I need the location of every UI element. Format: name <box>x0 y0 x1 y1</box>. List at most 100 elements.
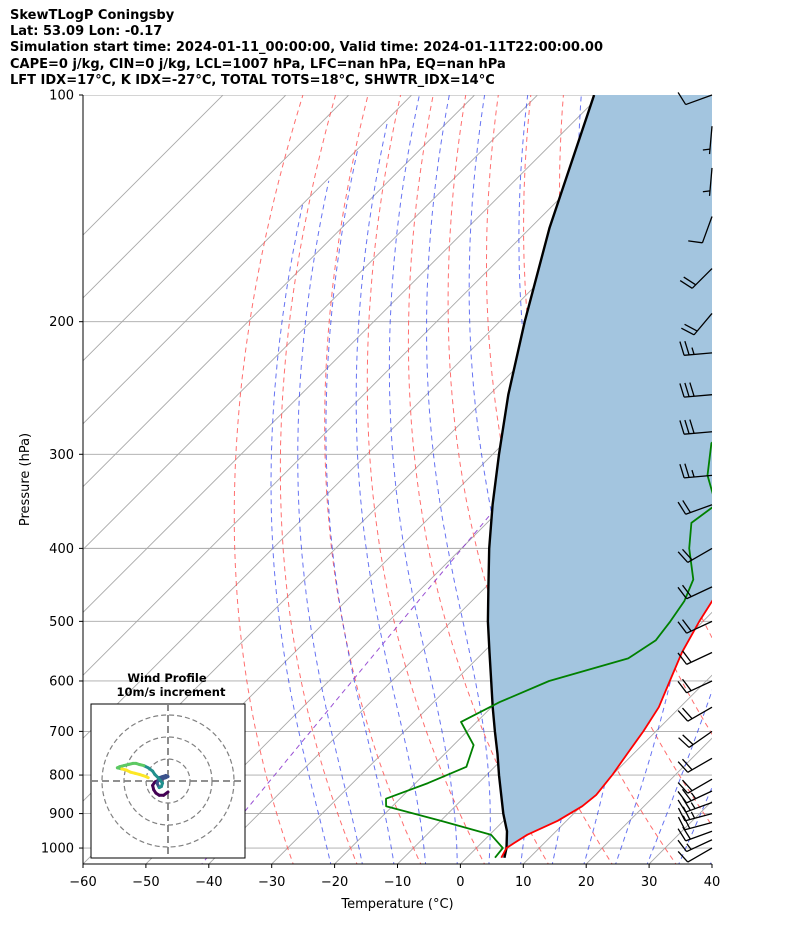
y-tick-label: 900 <box>49 807 74 822</box>
dry-adiabat <box>523 95 712 827</box>
barb-flag <box>679 420 685 435</box>
wind-barb <box>679 340 713 356</box>
wind-barb <box>679 268 713 289</box>
x-tick-label: 20 <box>578 875 595 890</box>
cape-cin-shading <box>487 95 712 858</box>
barb-flag <box>684 419 690 434</box>
barb-flag <box>682 619 692 632</box>
x-tick-label: 40 <box>704 875 721 890</box>
wind-barb <box>677 500 713 515</box>
moist-adiabat <box>709 859 712 864</box>
barb-half-flag <box>690 792 697 800</box>
wind-barb <box>679 382 713 398</box>
isotherm-gridline <box>83 95 350 362</box>
barb-staff <box>687 847 713 863</box>
barb-flag <box>677 828 687 842</box>
barb-flag <box>677 586 688 600</box>
y-tick-label: 200 <box>49 315 74 330</box>
wind-barb <box>677 678 713 694</box>
dry-adiabat <box>725 78 794 867</box>
barb-half-flag <box>691 347 695 355</box>
isotherm-gridline <box>83 95 539 551</box>
barb-flag <box>679 383 685 398</box>
wind-barb <box>681 312 713 336</box>
stability-indices-label: CAPE=0 j/kg, CIN=0 j/kg, LCL=1007 hPa, L… <box>10 56 506 72</box>
barb-flag <box>682 678 692 692</box>
barb-flag <box>677 839 688 852</box>
wind-barb <box>677 584 713 600</box>
isotherm-gridline <box>83 95 224 236</box>
barb-flag <box>682 788 692 802</box>
moist-adiabat <box>355 120 427 864</box>
wind-barb <box>677 619 713 634</box>
barb-staff <box>701 216 713 244</box>
barb-staff <box>685 801 713 813</box>
wind-barb <box>702 167 713 196</box>
y-tick-label: 700 <box>49 725 74 740</box>
barb-flag <box>682 500 691 513</box>
moist-adiabat <box>426 95 491 864</box>
dry-adiabat <box>407 95 549 864</box>
x-tick-label: 0 <box>456 875 464 890</box>
x-tick-label: −30 <box>258 875 285 890</box>
profile-lines <box>385 95 712 859</box>
barb-flag <box>689 382 695 397</box>
barb-flag <box>679 463 685 479</box>
barb-flag <box>684 382 690 397</box>
wind-barb <box>677 757 713 773</box>
barb-flag <box>677 501 687 515</box>
wind-barb <box>677 778 713 794</box>
y-tick-label: 800 <box>49 769 74 784</box>
barb-flag <box>677 621 688 634</box>
wind-barb <box>677 92 713 106</box>
location-label: Lat: 53.09 Lon: -0.17 <box>10 24 163 40</box>
x-axis-label: Temperature (°C) <box>340 897 453 912</box>
hodograph-plot <box>91 704 245 858</box>
barb-flag <box>681 327 695 336</box>
isotherm-gridline <box>83 95 413 425</box>
isotherm-gridline <box>711 863 712 864</box>
wind-barb <box>677 788 713 804</box>
moist-adiabat <box>678 786 712 864</box>
barb-staff <box>685 94 713 106</box>
x-tick-label: −60 <box>69 875 96 890</box>
parcel-path-line <box>486 95 596 858</box>
barb-flag <box>677 850 689 863</box>
wind-barb <box>677 839 713 853</box>
chart-title: SkewTLogP Coningsby <box>10 8 175 23</box>
y-tick-label: 500 <box>49 615 74 630</box>
time-label: Simulation start time: 2024-01-11_00:00:… <box>10 40 603 56</box>
isotherm-gridline <box>333 485 712 864</box>
barb-flag <box>682 650 692 663</box>
barb-flag <box>683 276 697 286</box>
barb-flag <box>679 341 685 356</box>
barb-flag <box>689 419 695 434</box>
barb-flag <box>682 707 693 720</box>
barb-flag <box>682 779 693 792</box>
wind-barb <box>702 126 713 155</box>
isotherm-gridline <box>522 674 712 864</box>
barb-flag <box>678 737 690 748</box>
wind-barb <box>677 847 713 863</box>
y-tick-label: 600 <box>49 674 74 689</box>
barb-staff <box>686 680 713 694</box>
dry-adiabat <box>324 95 422 864</box>
wind-barb <box>677 706 713 722</box>
x-tick-label: 30 <box>641 875 658 890</box>
dry-adiabat <box>366 95 486 864</box>
temperature-line <box>500 599 712 859</box>
barb-flag <box>677 761 689 773</box>
barb-flag <box>677 816 686 831</box>
barb-staff <box>687 757 713 773</box>
hodograph-segment <box>144 775 150 780</box>
y-tick-label: 100 <box>49 89 74 104</box>
wind-barb <box>677 826 713 842</box>
barb-flag <box>682 815 691 829</box>
barb-half-flag <box>691 469 695 478</box>
barb-staff <box>686 651 713 665</box>
barb-staff <box>688 730 713 748</box>
wind-barb <box>677 815 713 831</box>
wind-barb <box>678 730 713 748</box>
barb-flag <box>682 584 692 598</box>
